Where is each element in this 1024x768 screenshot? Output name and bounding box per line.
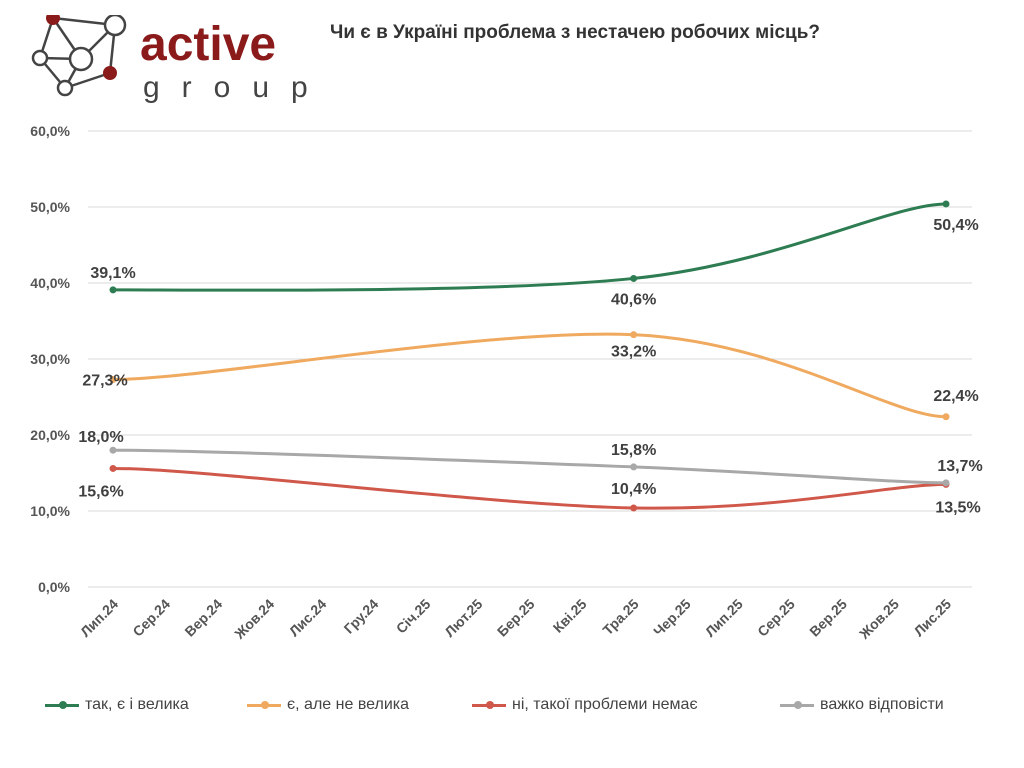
- data-point: [109, 464, 117, 472]
- data-point: [630, 331, 638, 339]
- data-point: [630, 274, 638, 282]
- x-tick-label: Тра.25: [599, 596, 641, 638]
- active-group-logo: active group: [31, 15, 315, 104]
- data-point: [630, 463, 638, 471]
- y-tick-label: 10,0%: [30, 503, 70, 519]
- legend-item: ні, такої проблеми немає: [472, 696, 698, 714]
- x-tick-label: Вер.24: [181, 596, 225, 640]
- data-point: [109, 286, 117, 294]
- x-tick-label: Чер.25: [650, 596, 694, 640]
- data-label: 13,5%: [935, 499, 980, 516]
- svg-text:group: group: [143, 71, 315, 104]
- x-tick-label: Лют.25: [441, 596, 485, 640]
- y-tick-label: 30,0%: [30, 351, 70, 367]
- x-tick-label: Жов.25: [855, 596, 902, 643]
- svg-text:active: active: [140, 18, 276, 71]
- data-label: 50,4%: [933, 217, 978, 234]
- x-tick-label: Гру.24: [341, 596, 382, 637]
- legend-item: є, але не велика: [247, 696, 409, 714]
- legend-label: є, але не велика: [287, 696, 410, 713]
- y-tick-label: 60,0%: [30, 123, 70, 139]
- legend-marker-icon: [45, 701, 79, 709]
- data-label: 22,4%: [933, 388, 978, 405]
- y-tick-label: 20,0%: [30, 427, 70, 443]
- data-label: 10,4%: [611, 481, 656, 498]
- y-tick-label: 0,0%: [38, 579, 70, 595]
- legend: так, є і велика є, але не велика ні, такої…: [0, 696, 1024, 720]
- series-line-3: [112, 466, 947, 510]
- legend-marker-icon: [780, 701, 814, 709]
- x-tick-label: Жов.24: [231, 596, 278, 643]
- legend-label: так, є і велика: [85, 696, 189, 713]
- data-label: 39,1%: [90, 265, 135, 282]
- y-tick-label: 50,0%: [30, 199, 70, 215]
- x-tick-label: Лип.25: [702, 596, 746, 640]
- x-tick-label: Вер.25: [806, 596, 850, 640]
- x-tick-label: Лис.25: [911, 596, 955, 640]
- line-chart: 0,0% 10,0% 20,0% 30,0% 40,0% 50,0% 60,0% Лип.24…: [30, 123, 982, 643]
- data-label: 33,2%: [611, 344, 656, 361]
- x-tick-label: Бер.25: [494, 596, 538, 640]
- legend-label: важко відповісти: [820, 696, 944, 713]
- data-point: [109, 446, 117, 454]
- data-point: [630, 504, 638, 512]
- x-tick-label: Сер.25: [754, 596, 798, 640]
- x-tick-label: Кві.25: [550, 596, 590, 636]
- chart-title: Чи є в Україні проблема з нестачею робоч…: [330, 22, 821, 43]
- y-tick-label: 40,0%: [30, 275, 70, 291]
- data-label: 27,3%: [82, 373, 127, 390]
- x-tick-label: Сер.24: [129, 596, 173, 640]
- series-line-2: [112, 332, 947, 419]
- legend-label: ні, такої проблеми немає: [512, 696, 698, 713]
- series-line-4: [112, 448, 947, 485]
- data-point: [942, 413, 950, 421]
- legend-item: так, є і велика: [45, 696, 189, 714]
- data-label: 15,8%: [611, 442, 656, 459]
- x-tick-label: Лис.24: [286, 596, 330, 640]
- data-point: [942, 479, 950, 487]
- x-tick-label: Січ.25: [393, 596, 434, 637]
- x-tick-label: Лип.24: [77, 596, 121, 640]
- series-line-1: [112, 202, 947, 292]
- data-label: 18,0%: [78, 429, 123, 446]
- data-label: 40,6%: [611, 291, 656, 308]
- legend-marker-icon: [247, 701, 281, 709]
- data-label: 13,7%: [937, 458, 982, 475]
- data-point: [109, 376, 117, 384]
- data-point: [942, 200, 950, 208]
- data-label: 15,6%: [78, 483, 123, 500]
- legend-marker-icon: [472, 701, 506, 709]
- legend-item: важко відповісти: [780, 696, 944, 714]
